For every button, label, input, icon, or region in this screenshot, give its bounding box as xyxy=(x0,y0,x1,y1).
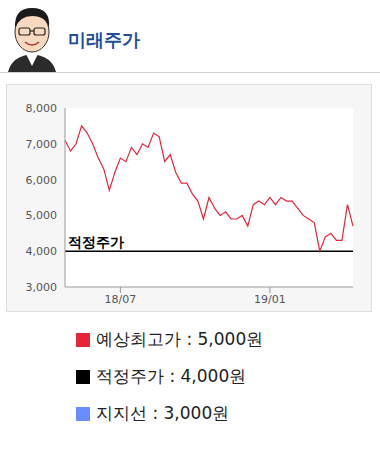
html-text:적정주가 : 4,000원: 적정주가 : 4,000원 xyxy=(96,366,247,386)
svg-text:4,000: 4,000 xyxy=(26,245,58,258)
html-text:미래주가: 미래주가 xyxy=(68,29,140,50)
svg-text:적정주가: 적정주가 xyxy=(68,234,124,250)
svg-text:5,000: 5,000 xyxy=(26,209,58,222)
svg-text:6,000: 6,000 xyxy=(26,174,58,187)
svg-text:8,000: 8,000 xyxy=(26,102,58,115)
svg-text:3,000: 3,000 xyxy=(26,281,58,294)
svg-text:18/07: 18/07 xyxy=(105,293,137,306)
html-text:지지선 : 3,000원: 지지선 : 3,000원 xyxy=(96,403,230,423)
svg-text:19/01: 19/01 xyxy=(254,293,286,306)
html-text:예상최고가 : 5,000원: 예상최고가 : 5,000원 xyxy=(96,329,264,349)
svg-text:7,000: 7,000 xyxy=(26,138,58,151)
